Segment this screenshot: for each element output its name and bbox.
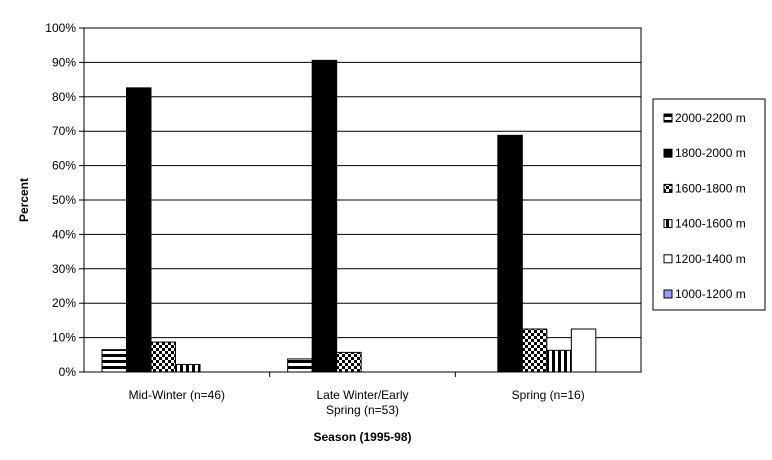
bar bbox=[497, 134, 523, 373]
y-tick-label: 30% bbox=[52, 262, 76, 276]
legend-label: 1800-2000 m bbox=[675, 146, 746, 160]
bar bbox=[101, 349, 127, 373]
legend-swatch bbox=[663, 254, 673, 264]
legend-label: 1200-1400 m bbox=[675, 252, 746, 266]
plot-border bbox=[83, 27, 642, 373]
bar bbox=[521, 328, 548, 373]
x-axis-title: Season (1995-98) bbox=[313, 430, 411, 444]
bar bbox=[126, 87, 152, 373]
legend-swatch bbox=[663, 183, 673, 193]
y-tick-label: 60% bbox=[52, 159, 76, 173]
y-tick-label: 90% bbox=[52, 55, 76, 69]
y-tick-label: 80% bbox=[52, 90, 76, 104]
legend-swatch bbox=[663, 113, 673, 123]
y-tick-label: 50% bbox=[52, 193, 76, 207]
legend-box bbox=[652, 98, 766, 311]
bar bbox=[336, 351, 362, 373]
y-tick-label: 20% bbox=[52, 296, 76, 310]
legend-swatch bbox=[663, 148, 673, 158]
y-tick-label: 70% bbox=[52, 124, 76, 138]
y-tick-label: 40% bbox=[52, 227, 76, 241]
x-tick-label: Late Winter/Early bbox=[316, 388, 408, 402]
legend-label: 1000-1200 m bbox=[675, 287, 746, 301]
bar bbox=[546, 349, 572, 373]
plot-area: 0% 10% 20% 30% 40% 50% 60% 70% 80% 90% 100% Mid-Win… bbox=[17, 21, 642, 444]
y-axis-title: Percent bbox=[17, 178, 31, 222]
legend-swatch bbox=[663, 219, 673, 229]
bar bbox=[175, 363, 201, 373]
bar bbox=[287, 358, 313, 373]
x-tick-label: Mid-Winter (n=46) bbox=[129, 388, 225, 402]
y-tick-label: 0% bbox=[59, 365, 77, 379]
legend: 2000-2200 m 1800-2000 m 1600-1800 m 1400-16… bbox=[652, 98, 766, 311]
x-tick-label: Spring (n=16) bbox=[512, 388, 585, 402]
y-tick-label: 100% bbox=[45, 21, 76, 35]
bar bbox=[311, 59, 338, 373]
bar bbox=[150, 341, 176, 373]
legend-label: 1400-1600 m bbox=[675, 217, 746, 231]
y-tick-label: 10% bbox=[52, 331, 76, 345]
bar bbox=[570, 328, 597, 373]
legend-swatch bbox=[663, 289, 673, 299]
x-tick-label: Spring (n=53) bbox=[326, 403, 399, 417]
legend-label: 1600-1800 m bbox=[675, 181, 746, 195]
legend-label: 2000-2200 m bbox=[675, 111, 746, 125]
